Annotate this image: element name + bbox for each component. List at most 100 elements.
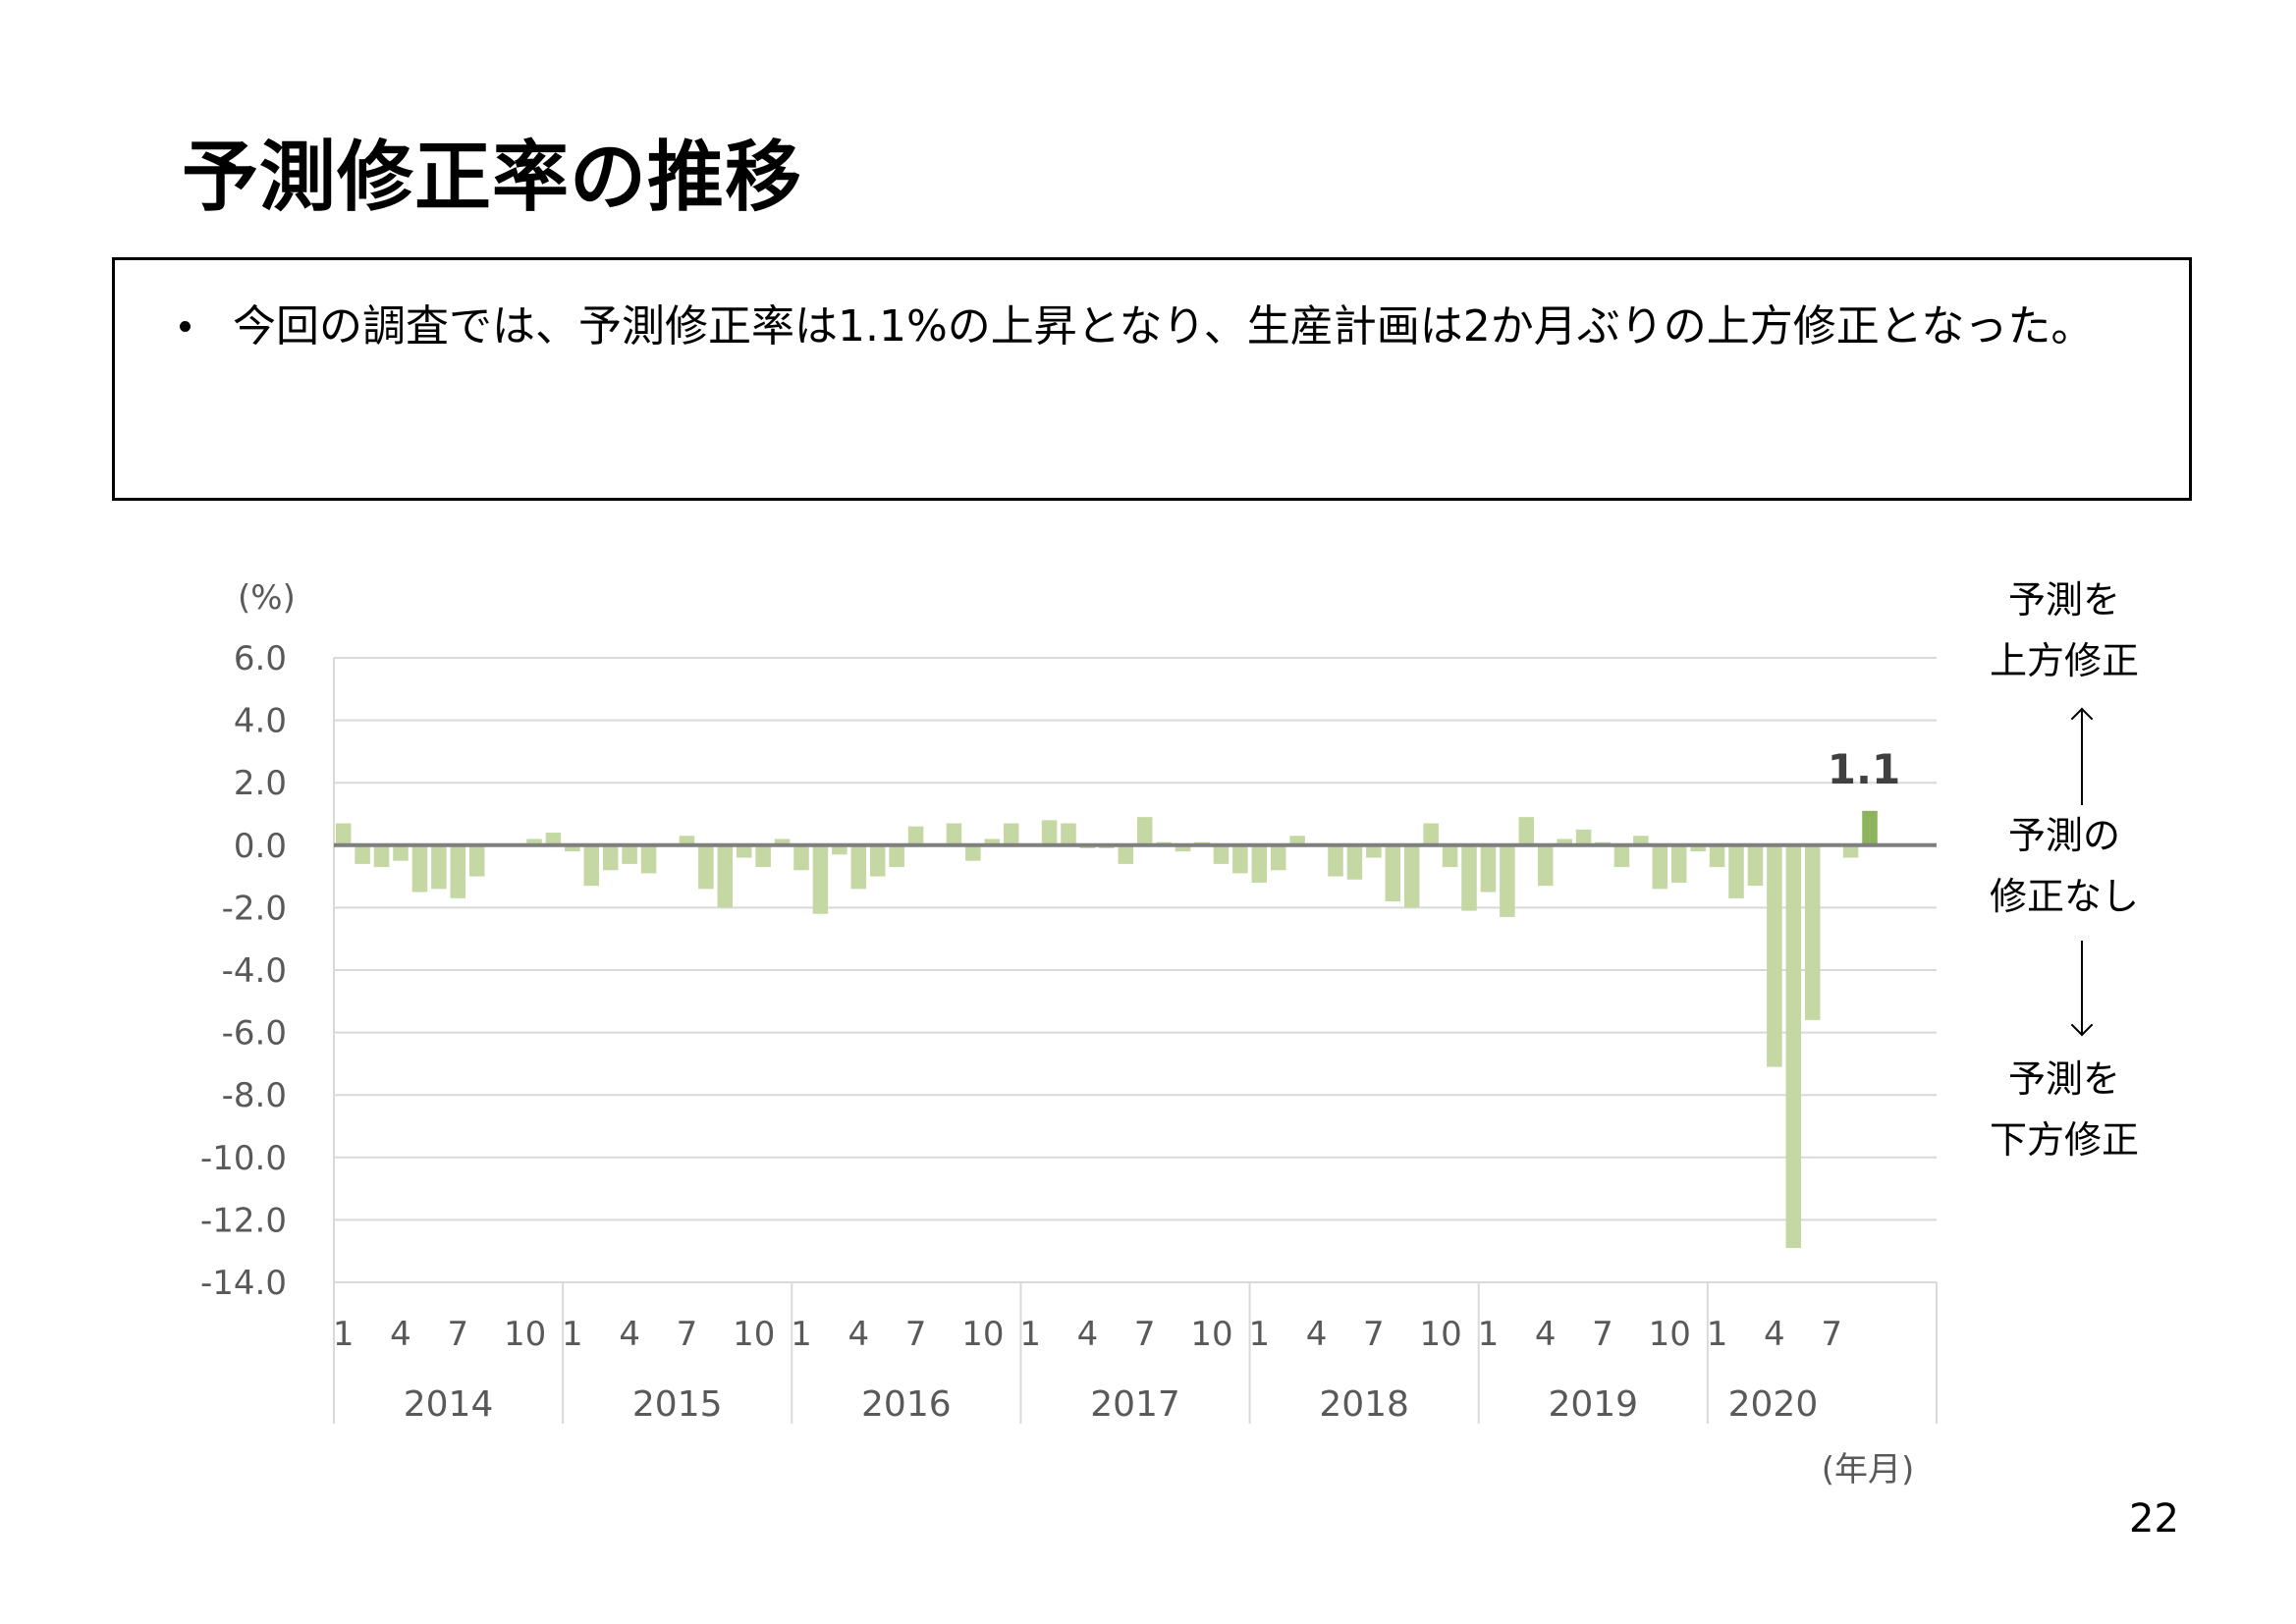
bar: [1500, 844, 1515, 917]
month-tick-label: 1: [791, 1315, 812, 1354]
y-tick-label: 0.0: [234, 827, 287, 866]
bar: [1289, 836, 1305, 845]
bar: [468, 844, 485, 877]
bar: [1328, 844, 1343, 877]
bar: [889, 844, 904, 868]
bar: [1442, 844, 1458, 868]
bar: [1785, 844, 1802, 1249]
bar: [1709, 844, 1725, 868]
month-tick-label: 7: [1363, 1315, 1385, 1354]
bar: [679, 836, 695, 845]
bar-latest: [1862, 810, 1878, 845]
month-tick-label: 10: [504, 1315, 546, 1354]
bar: [965, 844, 981, 861]
bar: [1251, 844, 1268, 883]
bar: [1366, 844, 1382, 858]
month-tick-label: 1: [333, 1315, 355, 1354]
latest-value-label: 1.1: [1828, 745, 1900, 793]
bar: [1346, 844, 1363, 880]
bar: [793, 844, 809, 871]
bar: [1061, 823, 1076, 845]
bar: [565, 844, 580, 852]
year-label: 2020: [1728, 1384, 1819, 1425]
month-tick-label: 10: [1649, 1315, 1691, 1354]
bar: [1423, 823, 1439, 845]
bar: [583, 844, 600, 887]
month-tick-label: 4: [619, 1315, 640, 1354]
year-label: 2017: [1090, 1384, 1180, 1425]
x-unit-label: (年月): [1822, 1450, 1915, 1489]
bar: [1480, 844, 1497, 893]
up-arrow-icon: [2081, 711, 2083, 805]
month-tick-label: 7: [1821, 1315, 1842, 1354]
bar: [1232, 844, 1248, 874]
month-tick-label: 4: [847, 1315, 869, 1354]
month-tick-label: 1: [1478, 1315, 1500, 1354]
bar: [1461, 844, 1477, 911]
gridlines: [333, 657, 1937, 1283]
bar: [1041, 820, 1058, 845]
bars: [334, 810, 1937, 1249]
month-tick-label: 10: [733, 1315, 775, 1354]
bar: [1385, 844, 1401, 902]
side-label-none: 予測の 修正なし: [1989, 814, 2139, 918]
bar: [850, 844, 867, 890]
bar: [450, 844, 466, 898]
page-title: 予測修正率の推移: [182, 134, 803, 222]
month-tick-label: 7: [677, 1315, 698, 1354]
month-tick-label: 4: [1764, 1315, 1785, 1354]
month-tick-label: 10: [1190, 1315, 1232, 1354]
bar: [1670, 844, 1687, 883]
side-label-down: 予測を 下方修正: [1989, 1057, 2139, 1162]
y-tick-labels: 6.0 4.0 2.0 0.0 -2.0 -4.0 -6.0 -8.0 -10.0 -12.0 -1…: [200, 639, 287, 1303]
y-tick-label: -4.0: [222, 951, 287, 991]
bar: [832, 844, 847, 855]
month-tick-label: 1: [1707, 1315, 1728, 1354]
bar: [431, 844, 447, 890]
bar: [907, 826, 924, 845]
month-tick-label: 4: [1535, 1315, 1557, 1354]
bar: [1270, 844, 1286, 871]
bar: [1652, 844, 1668, 890]
bar: [1633, 836, 1649, 845]
down-arrow-icon: [2081, 941, 2083, 1035]
side-label-up: 予測を 上方修正: [1989, 578, 2139, 682]
bar: [1213, 844, 1230, 864]
bullet-icon: [180, 321, 191, 332]
bar: [1575, 829, 1592, 845]
bar: [1118, 844, 1134, 864]
year-label: 2016: [861, 1384, 952, 1425]
y-unit-label: (%): [238, 578, 296, 618]
y-tick-label: -10.0: [200, 1139, 287, 1178]
bar: [411, 844, 428, 893]
month-tick-label: 4: [390, 1315, 411, 1354]
month-tick-label: 10: [1420, 1315, 1462, 1354]
bar: [869, 844, 886, 877]
month-tick-label: 10: [961, 1315, 1004, 1354]
bar: [1537, 844, 1554, 887]
bar: [1518, 817, 1535, 845]
bar: [1842, 844, 1859, 858]
y-tick-label: -8.0: [222, 1076, 287, 1115]
year-label: 2018: [1319, 1384, 1409, 1425]
page-number: 22: [2129, 1496, 2179, 1542]
bar: [622, 844, 637, 864]
bar: [335, 823, 352, 845]
month-tick-label: 7: [447, 1315, 468, 1354]
bar: [698, 844, 714, 890]
year-label: 2014: [404, 1384, 494, 1425]
month-tick-label: 7: [1134, 1315, 1156, 1354]
bar: [755, 844, 771, 868]
bar: [984, 839, 1001, 845]
bar: [1003, 823, 1019, 845]
bar: [1403, 844, 1420, 908]
year-label: 2015: [632, 1384, 723, 1425]
bar: [1136, 817, 1153, 845]
bar: [1613, 844, 1630, 868]
y-tick-label: -14.0: [200, 1264, 287, 1303]
month-tick-label: 4: [1077, 1315, 1099, 1354]
bar: [946, 823, 962, 845]
bar: [1690, 844, 1706, 852]
bar: [526, 839, 542, 845]
